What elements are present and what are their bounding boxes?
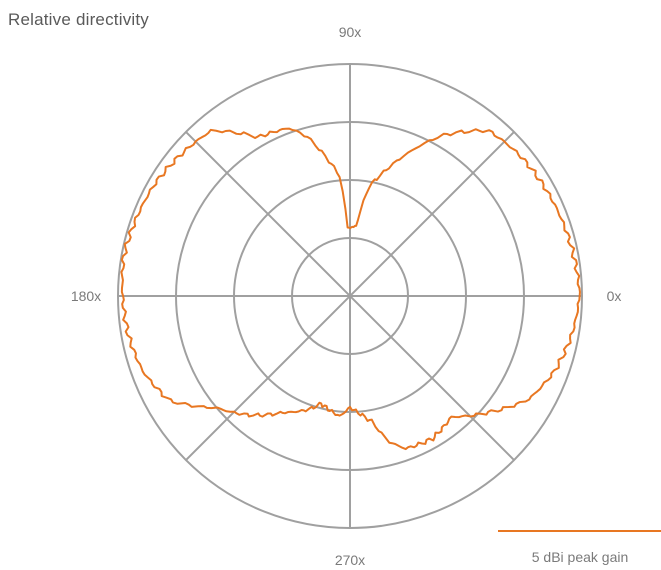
angle-labels: 0x 90x 180x 270x (71, 24, 622, 568)
angle-label-270: 270x (335, 552, 365, 568)
grid-spoke-135 (185, 131, 515, 461)
angle-label-180: 180x (71, 288, 101, 304)
legend: 5 dBi peak gain (498, 530, 661, 565)
series-layer (120, 127, 581, 451)
legend-label: 5 dBi peak gain (532, 549, 629, 565)
chart-title: Relative directivity (8, 10, 149, 29)
angle-label-90: 90x (339, 24, 362, 40)
polar-grid (117, 63, 583, 529)
angle-label-0: 0x (607, 288, 622, 304)
series-line-0 (120, 127, 581, 451)
